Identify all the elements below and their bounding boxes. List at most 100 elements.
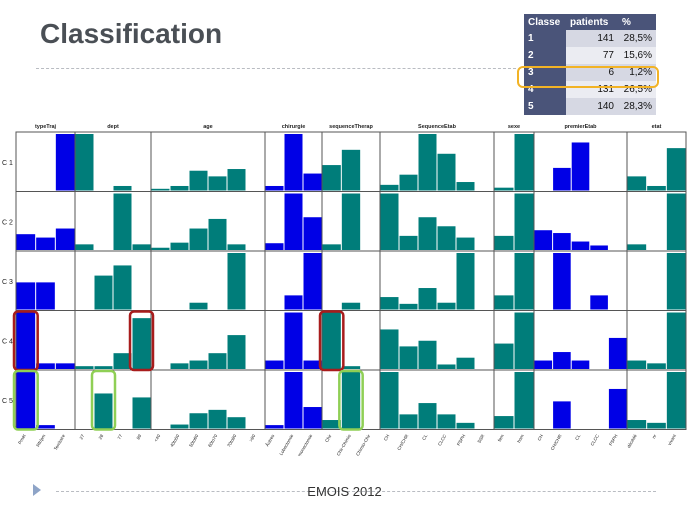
category-tick-label: SSR [476,433,485,444]
bar [553,253,571,310]
bar [494,235,514,250]
bar [627,420,647,429]
category-tick-label: fem [497,433,505,442]
title-divider [36,68,516,69]
variable-title: sexe [508,124,520,130]
cell-classe: 2 [524,47,566,64]
bar [132,244,151,250]
bar [590,295,608,310]
row-label: C 1 [2,160,13,167]
class-profile-matrix: C 1 C 2 C 3 C 4 C 5 typeTraj Pmét Rfr/pm Territo… [2,124,687,456]
table-row: 2 77 15,6% [524,47,656,64]
bar [437,364,456,369]
table-row: 1 141 28,5% [524,30,656,47]
category-tick-label: Chir [324,433,333,443]
category-tick-label: CH/CHR [396,433,409,451]
category-tick-label: PSPH [608,434,618,447]
bar [322,420,341,429]
bar [189,413,208,429]
bar [75,244,94,250]
bar [341,302,361,310]
category-tick-label: nr [651,433,658,439]
bar [151,247,170,250]
category-tick-label: CH/CHR [550,433,563,451]
category-tick-label: 27 [79,433,86,440]
bar [380,329,399,369]
bar [456,253,475,310]
bar [94,393,113,429]
category-tick-label: CL [421,433,428,441]
bar [208,218,227,250]
bar [113,353,132,369]
red-highlight-box [318,310,345,372]
cell-pct: 26,5% [618,81,656,98]
bar [303,253,322,310]
row-label: C 2 [2,219,13,226]
header-patients: patients [566,14,618,30]
bar [303,173,322,191]
bar [627,244,647,250]
bar [16,312,36,369]
bar [36,282,55,310]
bar [380,193,399,250]
cell-pct: 28,3% [618,98,656,115]
category-tick-label: 89 [136,433,143,440]
bar [55,228,75,250]
bar [16,234,36,250]
bar [627,176,647,191]
bar [380,372,399,429]
cell-patients: 140 [566,98,618,115]
header-classe: Classe [524,14,566,30]
bar [227,417,246,429]
bar [227,253,246,310]
cell-pct: 28,5% [618,30,656,47]
cell-pct: 15,6% [618,47,656,64]
bar [189,170,208,191]
red-highlight-box [128,310,155,372]
table-row: 4 131 26,5% [524,81,656,98]
bar [265,185,284,191]
bar [94,275,113,310]
class-stats-table: Classe patients % 1 141 28,5% 2 77 15,6%… [524,14,656,115]
bar [284,295,303,310]
bar [608,337,627,369]
bar [514,253,534,310]
bar [265,243,284,250]
bar [399,303,418,310]
bar [227,335,246,369]
bar [189,360,208,369]
bar [418,288,437,310]
bar [36,237,55,250]
bar [514,312,534,369]
category-tick-label: 50to60 [188,433,199,448]
category-tick-label: CH [383,434,391,442]
bar [647,185,666,191]
bar [627,360,647,369]
bar [553,233,571,250]
bar [553,167,571,191]
bar [666,312,686,369]
bar [208,409,227,429]
bar [456,357,475,369]
variable-title: premierEtab [564,124,597,130]
row-label: C 4 [2,338,13,345]
bar [456,182,475,191]
slide-title: Classification [40,18,223,49]
bar [608,388,627,429]
row-label: C 5 [2,398,13,405]
bar [534,230,553,250]
category-tick-label: Pneumonectomie [292,433,314,456]
bar [494,295,514,310]
bar [437,414,456,429]
cell-patients: 131 [566,81,618,98]
bar [36,363,55,369]
category-tick-label: <40 [153,433,161,443]
variable-title: SequenceEtab [418,124,457,130]
bar [380,297,399,310]
bar [437,153,456,191]
bar [514,372,534,429]
bar [666,193,686,250]
cell-classe: 5 [524,98,566,115]
row-3-highlight [517,66,659,88]
category-tick-label: vivant [667,433,678,446]
